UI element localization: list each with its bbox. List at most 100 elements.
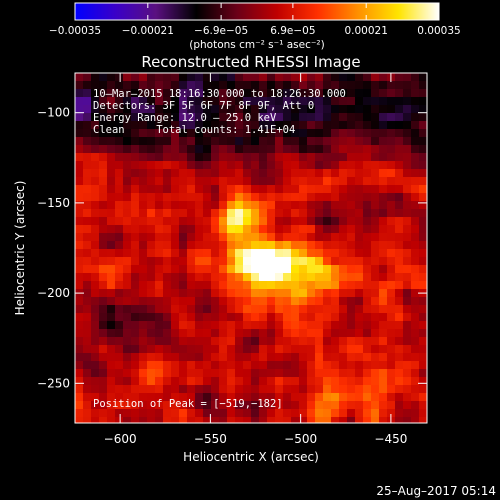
heatmap-cell (227, 121, 236, 130)
heatmap-cell (163, 297, 172, 306)
heatmap-cell (107, 289, 116, 298)
heatmap-cell (363, 169, 372, 178)
heatmap-cell (139, 113, 148, 122)
heatmap-cell (99, 89, 108, 98)
heatmap-cell (147, 201, 156, 210)
heatmap-cell (243, 233, 252, 242)
heatmap-cell (147, 185, 156, 194)
heatmap-cell (275, 329, 284, 338)
heatmap-cell (139, 297, 148, 306)
heatmap-cell (299, 385, 308, 394)
heatmap-cell (283, 345, 292, 354)
heatmap-cell (115, 129, 124, 138)
heatmap-cell (147, 97, 156, 106)
heatmap-cell (211, 233, 220, 242)
heatmap-cell (411, 377, 420, 386)
annotation-clean: Clean Total counts: 1.41E+04 (93, 124, 295, 136)
heatmap-cell (235, 265, 244, 274)
heatmap-cell (155, 313, 164, 322)
heatmap-cell (227, 145, 236, 154)
heatmap-cell (155, 329, 164, 338)
heatmap-cell (411, 201, 420, 210)
heatmap-cell (339, 273, 348, 282)
heatmap-cell (131, 145, 140, 154)
heatmap-cell (395, 185, 404, 194)
heatmap-cell (403, 329, 412, 338)
heatmap-cell (211, 73, 220, 82)
heatmap-cell (131, 209, 140, 218)
heatmap-cell (355, 153, 364, 162)
heatmap-cell (115, 153, 124, 162)
heatmap-cell (307, 393, 316, 402)
heatmap-cell (91, 401, 100, 410)
heatmap-cell (355, 137, 364, 146)
heatmap-cell (91, 193, 100, 202)
heatmap-cell (227, 257, 236, 266)
heatmap-cell (371, 241, 380, 250)
heatmap-cell (155, 185, 164, 194)
heatmap-cell (371, 273, 380, 282)
heatmap-cell (115, 337, 124, 346)
heatmap-cell (363, 281, 372, 290)
heatmap-cell (251, 233, 260, 242)
heatmap-cell (195, 169, 204, 178)
heatmap-cell (107, 393, 116, 402)
heatmap-cell (331, 321, 340, 330)
heatmap-cell (203, 145, 212, 154)
heatmap-cell (115, 385, 124, 394)
heatmap-cell (347, 145, 356, 154)
heatmap-cell (171, 265, 180, 274)
heatmap-cell (235, 161, 244, 170)
heatmap-cell (203, 265, 212, 274)
heatmap-cell (291, 193, 300, 202)
heatmap-cell (163, 105, 172, 114)
heatmap-cell (387, 137, 396, 146)
heatmap-cell (267, 289, 276, 298)
heatmap-cell (163, 329, 172, 338)
heatmap-cell (299, 193, 308, 202)
heatmap-cell (147, 257, 156, 266)
heatmap-cell (347, 393, 356, 402)
heatmap-cell (139, 217, 148, 226)
heatmap-cell (115, 361, 124, 370)
heatmap-cell (155, 193, 164, 202)
heatmap-cell (371, 377, 380, 386)
heatmap-cell (227, 401, 236, 410)
heatmap-cell (259, 153, 268, 162)
heatmap-cell (267, 201, 276, 210)
heatmap-cell (91, 225, 100, 234)
heatmap-cell (243, 377, 252, 386)
heatmap-cell (355, 377, 364, 386)
heatmap-cell (355, 401, 364, 410)
heatmap-cell (267, 273, 276, 282)
heatmap-cell (251, 177, 260, 186)
heatmap-cell (299, 121, 308, 130)
heatmap-cell (155, 241, 164, 250)
heatmap-cell (283, 193, 292, 202)
heatmap-cell (395, 361, 404, 370)
heatmap-cell (331, 297, 340, 306)
heatmap-cell (147, 169, 156, 178)
heatmap-cell (107, 209, 116, 218)
heatmap-cell (411, 257, 420, 266)
heatmap-cell (75, 345, 84, 354)
heatmap-cell (139, 241, 148, 250)
heatmap-cell (371, 209, 380, 218)
heatmap-cell (123, 217, 132, 226)
heatmap-cell (235, 217, 244, 226)
heatmap-cell (371, 137, 380, 146)
heatmap-cell (219, 409, 228, 418)
heatmap-cell (75, 89, 84, 98)
heatmap-cell (107, 313, 116, 322)
heatmap-cell (123, 153, 132, 162)
heatmap-cell (227, 97, 236, 106)
heatmap-cell (171, 161, 180, 170)
heatmap-cell (307, 257, 316, 266)
axis-ticks: −600 −550 −500 −450−100−150−200−250 (37, 73, 427, 446)
heatmap-cell (187, 321, 196, 330)
heatmap-cell (107, 401, 116, 410)
heatmap-cell (99, 177, 108, 186)
heatmap-cell (355, 105, 364, 114)
heatmap-cell (147, 113, 156, 122)
heatmap-cell (123, 289, 132, 298)
